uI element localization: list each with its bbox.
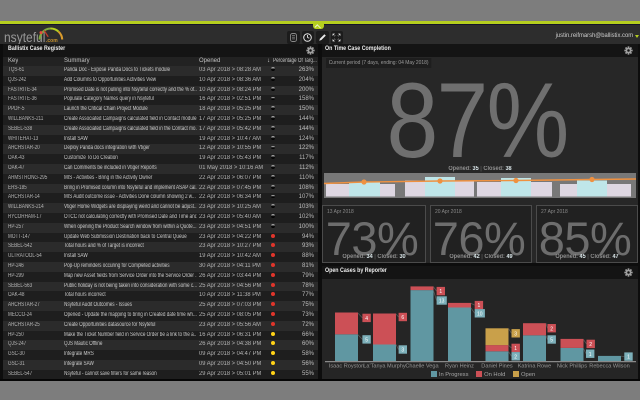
svg-text:Isaac Royston: Isaac Royston [329,363,364,368]
svg-text:Daniel Pines: Daniel Pines [481,363,513,368]
svg-text:2: 2 [589,342,592,348]
svg-text:10: 10 [477,311,483,317]
svg-text:Katrina Rowe: Katrina Rowe [518,363,552,368]
svg-text:La'Tanya Murphy: La'Tanya Murphy [363,363,406,368]
svg-text:Chaelle Vega: Chaelle Vega [405,363,439,368]
svg-text:Rebecca Wilson: Rebecca Wilson [589,363,629,368]
svg-text:1: 1 [514,346,517,352]
svg-text:3: 3 [401,347,404,353]
svg-text:1: 1 [478,303,481,309]
svg-text:1: 1 [627,354,630,360]
svg-text:5: 5 [365,337,368,343]
svg-text:13: 13 [439,298,445,304]
svg-text:3: 3 [514,331,517,337]
svg-text:4: 4 [365,316,368,322]
svg-text:2: 2 [514,354,517,360]
svg-text:1: 1 [589,351,592,357]
svg-text:Ryan Heinz: Ryan Heinz [445,363,474,368]
svg-text:Nick Phillips: Nick Phillips [557,363,587,368]
svg-text:6: 6 [401,315,404,321]
svg-text:1: 1 [439,289,442,295]
svg-text:5: 5 [550,337,553,343]
svg-text:2: 2 [550,326,553,332]
